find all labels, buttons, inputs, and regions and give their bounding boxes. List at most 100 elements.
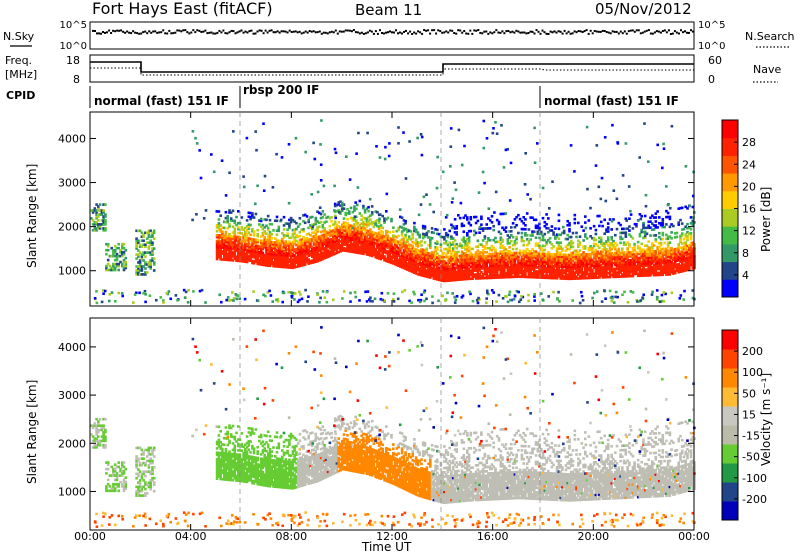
power-cell [545, 258, 548, 262]
power-cell [229, 217, 233, 220]
power-cell [529, 267, 532, 271]
power-cell [274, 245, 277, 248]
power-cell [314, 246, 318, 250]
power-cell [376, 210, 379, 214]
power-cell [610, 261, 613, 265]
power-cell [559, 273, 562, 276]
power-cell [455, 264, 458, 268]
power-cell [559, 233, 562, 237]
power-cell [399, 249, 402, 252]
power-cell [244, 232, 247, 236]
power-cell [385, 249, 388, 253]
power-cell [636, 240, 640, 244]
nsky-point [206, 32, 209, 35]
nsky-point [136, 32, 139, 35]
power-cell [554, 269, 557, 272]
power-cell [508, 236, 511, 239]
power-cell [615, 243, 619, 247]
power-cell [495, 258, 499, 261]
power-cell [259, 253, 263, 256]
power-cell [363, 234, 367, 238]
power-cell [606, 250, 610, 253]
power-cell [376, 244, 379, 248]
power-cell [400, 256, 404, 259]
power-cell [540, 256, 543, 260]
power-cell [254, 238, 258, 242]
nsky-point [218, 29, 221, 32]
power-cell [360, 250, 363, 253]
power-cell [302, 261, 305, 265]
nsky-point [242, 31, 245, 34]
power-cell [642, 274, 645, 277]
power-cell [443, 261, 446, 265]
power-cell [557, 263, 561, 266]
power-cell [121, 242, 124, 246]
power-cell [554, 259, 557, 262]
power-cell [510, 226, 513, 229]
power-cell [291, 264, 295, 268]
power-cell [300, 240, 303, 243]
power-cell [353, 239, 356, 242]
power-cell [603, 260, 606, 263]
nsky-point [513, 31, 516, 34]
power-cell [291, 244, 295, 248]
beam-label: Beam 11 [355, 1, 422, 19]
power-cell [381, 248, 384, 252]
power-cell [444, 277, 448, 281]
power-cell [305, 248, 309, 252]
power-cell [494, 264, 497, 268]
power-cell [263, 259, 266, 263]
power-cell [149, 239, 152, 242]
power-cell [633, 272, 636, 276]
power-cell [414, 256, 418, 259]
power-cell [434, 257, 437, 261]
nsky-point [308, 30, 311, 32]
power-cell [614, 245, 617, 249]
power-cell [282, 251, 286, 255]
power-cell [522, 216, 525, 219]
power-cell [245, 250, 249, 254]
power-cell [365, 207, 369, 210]
power-cell [105, 248, 108, 252]
power-cell [245, 256, 249, 260]
power-cell [222, 256, 226, 259]
power-cell [659, 241, 663, 245]
power-cell [483, 261, 487, 264]
power-cell [518, 269, 522, 272]
power-cell [224, 250, 228, 254]
power-cell [295, 249, 298, 253]
power-cell [541, 256, 545, 260]
power-cell [599, 220, 603, 224]
nsky-point [220, 31, 223, 34]
power-cell [643, 244, 647, 248]
power-cell [374, 255, 377, 259]
power-cell [259, 251, 263, 254]
power-cell [610, 243, 613, 247]
nsky-point [296, 31, 299, 34]
power-cell [411, 252, 414, 256]
nsky-point [647, 29, 650, 32]
power-cell [631, 272, 635, 276]
power-cell [538, 268, 541, 271]
nsky-point [678, 32, 680, 35]
power-cell [330, 241, 333, 245]
power-cell [252, 232, 256, 235]
power-cell [369, 218, 372, 221]
power-cell [485, 274, 488, 278]
power-cell [476, 273, 480, 276]
nsky-point [641, 31, 644, 34]
power-cell [379, 249, 383, 253]
power-cell [437, 274, 441, 278]
power-cell [485, 270, 488, 274]
power-cell [518, 263, 522, 267]
power-cell [458, 256, 462, 260]
power-cell [305, 215, 309, 218]
power-cell [547, 252, 550, 256]
power-cell [138, 251, 142, 254]
power-cell [362, 242, 365, 246]
power-cell [487, 246, 490, 250]
power-cell [296, 255, 300, 258]
power-cell [450, 261, 453, 264]
power-cell [326, 243, 330, 247]
power-cell [289, 264, 293, 267]
